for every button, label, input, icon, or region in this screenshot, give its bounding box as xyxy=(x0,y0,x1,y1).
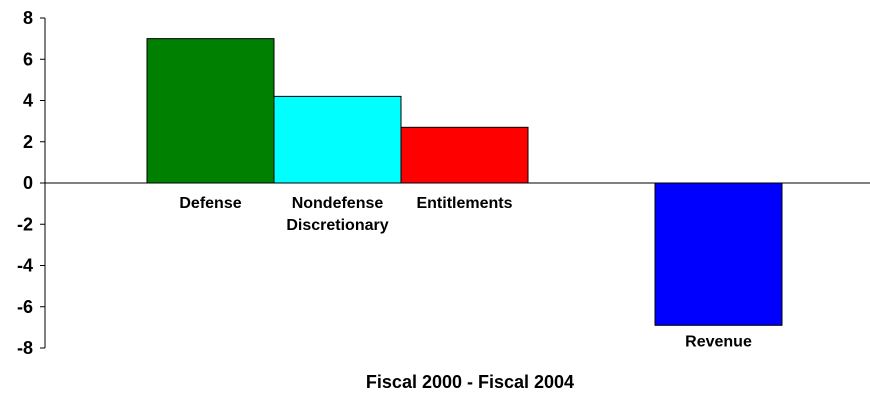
y-tick-label: -4 xyxy=(17,256,33,276)
category-label: Discretionary xyxy=(286,217,388,234)
x-axis-title: Fiscal 2000 - Fiscal 2004 xyxy=(366,372,574,392)
bar xyxy=(146,38,275,184)
category-label: Revenue xyxy=(685,333,752,350)
bar xyxy=(400,126,529,184)
y-tick-label: 4 xyxy=(23,91,33,111)
y-tick-label: 2 xyxy=(23,132,33,152)
category-labels: Defense Nondefense Discretionary Entitlemen… xyxy=(179,195,752,350)
y-tick-label: -6 xyxy=(17,297,33,317)
y-tick-label: 8 xyxy=(23,8,33,28)
y-tick-label: 0 xyxy=(23,173,33,193)
category-label: Entitlements xyxy=(416,195,512,212)
bar xyxy=(654,182,783,326)
bar xyxy=(273,95,402,184)
y-tick-label: -2 xyxy=(17,214,33,234)
y-tick-label: 6 xyxy=(23,49,33,69)
bars xyxy=(146,38,783,326)
category-label: Nondefense xyxy=(292,195,384,212)
y-tick-label: -8 xyxy=(17,338,33,358)
y-axis: 8 6 4 2 0 -2 -4 -6 -8 xyxy=(17,8,46,358)
category-label: Defense xyxy=(179,195,241,212)
